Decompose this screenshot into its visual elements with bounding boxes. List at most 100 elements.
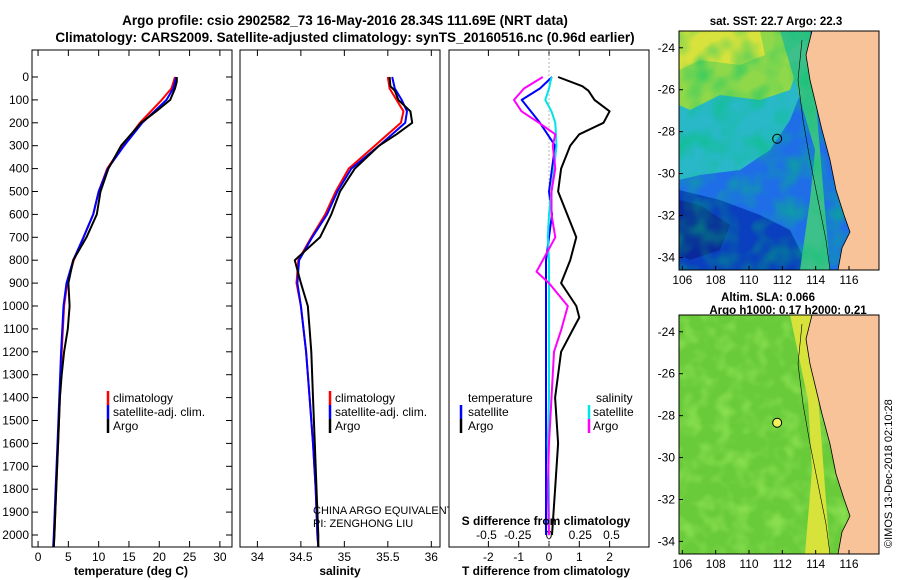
- map-x-tick-label: 112: [773, 557, 792, 571]
- x-tick-label: 25: [183, 550, 197, 564]
- sst-map-frame: [678, 30, 880, 271]
- sla-map: Altim. SLA: 0.066 Argo h1000: 0.17 h2000…: [658, 292, 880, 571]
- map-x-tick-label: 106: [672, 557, 692, 571]
- map-y-tick-label: -34: [658, 534, 676, 548]
- y-tick-label: 1500: [2, 414, 29, 428]
- map-y-tick-label: -30: [658, 167, 676, 181]
- sla-map-title-1: Altim. SLA: 0.066: [721, 292, 815, 304]
- y-tick-label: 0: [22, 70, 29, 84]
- sst-float-marker: [772, 133, 783, 144]
- legend-label-t-argo: Argo: [468, 419, 494, 433]
- y-tick-label: 1900: [2, 505, 29, 519]
- pi-note: PI: ZENGHONG LIU: [313, 518, 413, 530]
- sla-map-ticks: -24 -26 -28 -30 -32 -34 106 108 110 112 114 116: [658, 325, 859, 571]
- sst-map: sat. SST: 22.7 Argo: 22.3 -24 -26 -28 -30 -3…: [658, 16, 880, 287]
- y-tick-label: 800: [9, 253, 29, 267]
- x-tick-label: 2: [606, 550, 613, 564]
- legend-label-argo: Argo: [113, 419, 139, 433]
- temperature-axes: [31, 49, 233, 548]
- salinity-panel: 34 34.5 35 35.5 36 salinity climatology sate…: [239, 49, 454, 578]
- x-tick-label: 35.5: [376, 550, 400, 564]
- x-tick-label: 15: [122, 550, 136, 564]
- salinity-lines: [293, 76, 414, 547]
- temperature-lines: [52, 76, 178, 547]
- legend-label-satellite: satellite-adj. clim.: [335, 405, 427, 419]
- y-tick-label: 2000: [2, 528, 29, 542]
- salinity-ticks: 34 34.5 35 35.5 36: [251, 50, 438, 564]
- y-tick-label: 1400: [2, 391, 29, 405]
- temperature-panel: 0100200300400500600700800900100011001200…: [2, 49, 233, 578]
- china-argo-note: CHINA ARGO EQUIVALENT: [313, 505, 454, 517]
- title-line-1: Argo profile: csio 2902582_73 16-May-201…: [122, 13, 568, 28]
- map-x-tick-label: 108: [706, 557, 726, 571]
- y-tick-label: 300: [9, 139, 29, 153]
- y-tick-label: 1600: [2, 436, 29, 450]
- map-x-tick-label: 106: [672, 273, 692, 287]
- imos-stamp: ©IMOS 13-Dec-2018 02:10:28: [883, 399, 895, 548]
- map-x-tick-label: 114: [806, 557, 825, 571]
- top-x-tick-label: -0.25: [504, 528, 532, 542]
- map-y-tick-label: -32: [658, 208, 676, 222]
- map-y-tick-label: -32: [658, 492, 676, 506]
- y-tick-label: 400: [9, 162, 29, 176]
- temperature-xlabel: temperature (deg C): [74, 564, 188, 578]
- map-y-tick-label: -26: [658, 83, 676, 97]
- y-tick-label: 1000: [2, 299, 29, 313]
- difference-lines: [513, 50, 611, 547]
- y-tick-label: 1100: [3, 322, 29, 336]
- y-tick-label: 1200: [2, 345, 29, 359]
- map-x-tick-label: 110: [739, 557, 758, 571]
- sla-float-marker: [772, 417, 783, 428]
- series-satellite-adj-clim-: [296, 76, 408, 547]
- x-tick-label: 30: [213, 550, 227, 564]
- sst-map-title: sat. SST: 22.7 Argo: 22.3: [710, 16, 843, 28]
- y-tick-label: 600: [9, 207, 29, 221]
- map-y-tick-label: -24: [658, 325, 676, 339]
- x-tick-label: 34.5: [289, 550, 313, 564]
- map-x-tick-label: 116: [839, 557, 858, 571]
- map-x-tick-label: 110: [739, 273, 758, 287]
- map-x-tick-label: 108: [706, 273, 726, 287]
- series-temperature-satellite: [520, 76, 557, 535]
- legend-label-satellite: satellite-adj. clim.: [113, 405, 205, 419]
- temperature-legend: climatology satellite-adj. clim. Argo: [106, 391, 205, 433]
- difference-xlabel: T difference from climatology: [462, 564, 630, 578]
- legend-label-s-satellite: satellite: [593, 405, 634, 419]
- map-y-tick-label: -30: [658, 451, 676, 465]
- x-tick-label: 5: [65, 550, 72, 564]
- y-tick-label: 900: [9, 276, 29, 290]
- series-temperature-argo: [551, 76, 611, 536]
- x-tick-label: 0: [546, 550, 553, 564]
- temperature-ticks: 0100200300400500600700800900100011001200…: [2, 50, 232, 564]
- x-tick-label: 1: [576, 550, 583, 564]
- series-salinity-argo: [513, 76, 569, 536]
- sst-land: [805, 31, 879, 270]
- map-y-tick-label: -26: [658, 367, 676, 381]
- x-tick-label: 10: [92, 550, 106, 564]
- legend-label-s-argo: Argo: [593, 419, 619, 433]
- top-x-tick-label: -0.5: [476, 528, 497, 542]
- sla-bathymetry-contour: [797, 323, 831, 554]
- map-y-tick-label: -34: [658, 250, 676, 264]
- series-argo: [293, 76, 414, 547]
- sla-land: [805, 315, 879, 554]
- x-tick-label: 20: [153, 550, 167, 564]
- y-tick-label: 100: [9, 93, 29, 107]
- difference-legend-temperature: temperature satellite Argo: [459, 391, 533, 433]
- legend-label-climatology: climatology: [113, 391, 173, 405]
- legend-title-salinity: salinity: [596, 391, 633, 405]
- title-line-2: Climatology: CARS2009. Satellite-adjuste…: [55, 30, 634, 45]
- y-tick-label: 1700: [2, 459, 29, 473]
- difference-panel: -2 -1 0 1 2-0.5 -0.25 0 0.25 0.5 T difference fr…: [448, 49, 650, 578]
- salinity-legend: climatology satellite-adj. clim. Argo: [328, 391, 427, 433]
- top-x-tick-label: 0.25: [569, 528, 593, 542]
- difference-ticks: -2 -1 0 1 2-0.5 -0.25 0 0.25 0.5: [476, 50, 620, 564]
- map-y-tick-label: -28: [658, 409, 676, 423]
- y-tick-label: 1300: [2, 368, 29, 382]
- sst-bathymetry-contour: [797, 39, 831, 270]
- y-tick-label: 700: [9, 230, 29, 244]
- x-tick-label: 35: [338, 550, 352, 564]
- map-y-tick-label: -24: [658, 41, 676, 55]
- difference-top-xlabel: S difference from climatology: [462, 514, 631, 528]
